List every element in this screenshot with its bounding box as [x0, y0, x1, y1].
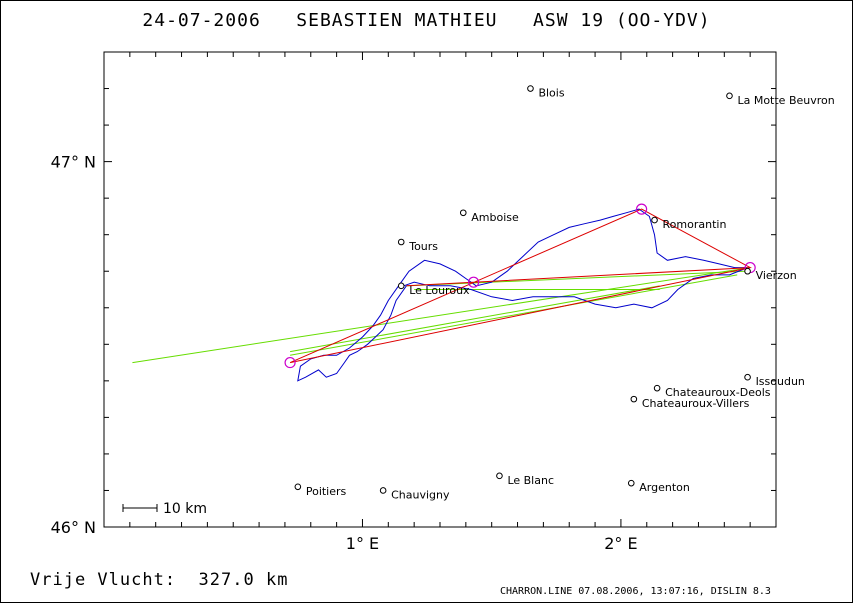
x-tick-label: 1° E: [346, 534, 379, 553]
x-tick-label: 2° E: [604, 534, 637, 553]
turnpoint-marker: [284, 356, 296, 369]
city-label: Le Louroux: [409, 284, 470, 297]
turnpoint-marker: [635, 203, 648, 215]
city-label: La Motte Beuvron: [737, 94, 834, 107]
flight-title: 24-07-2006 SEBASTIEN MATHIEU ASW 19 (OO-…: [142, 10, 711, 31]
city-marker: [744, 267, 751, 275]
y-tick-label: 47° N: [51, 153, 96, 172]
city-label: Tours: [408, 240, 438, 253]
distance-value: 327.0 km: [198, 570, 289, 590]
city-label: Poitiers: [306, 485, 347, 498]
task-route: [289, 208, 753, 364]
city-marker: [397, 282, 405, 290]
distance-readout: Vrije Vlucht: 327.0 km: [30, 570, 288, 590]
scale-bar-label: 10 km: [163, 501, 207, 517]
city-label: Issoudun: [756, 375, 805, 388]
flight-track: [297, 208, 748, 382]
distance-label: Vrije Vlucht:: [30, 570, 177, 590]
city-marker: [630, 395, 638, 403]
turnpoint-marker: [468, 276, 480, 288]
optimization-line: [132, 267, 751, 364]
city-marker: [744, 373, 751, 381]
city-marker: [651, 216, 658, 224]
optimization-line: [290, 274, 738, 356]
y-tick-label: 46° N: [51, 518, 96, 537]
optimization-line: [406, 270, 746, 287]
city-label: Chateauroux-Villers: [642, 397, 750, 410]
city-marker: [726, 92, 733, 100]
city-label: Blois: [538, 87, 564, 100]
city-label: Le Blanc: [507, 474, 554, 487]
city-marker: [294, 483, 302, 491]
city-marker: [459, 209, 467, 217]
city-marker: [627, 479, 635, 487]
optimization-line: [290, 285, 660, 353]
city-marker: [653, 384, 661, 392]
city-label: Chauvigny: [391, 488, 450, 501]
city-label: Amboise: [471, 211, 519, 224]
city-marker: [379, 487, 387, 494]
city-marker: [527, 85, 534, 92]
city-label: Chateauroux-Deols: [665, 386, 771, 399]
city-label: Romorantin: [663, 218, 727, 231]
city-label: Vierzon: [756, 269, 797, 282]
city-marker: [496, 472, 503, 480]
city-marker: [397, 238, 405, 246]
credit-line: CHARRON.LINE 07.08.2006, 13:07:16, DISLI…: [500, 586, 771, 597]
city-label: Argenton: [639, 481, 690, 494]
